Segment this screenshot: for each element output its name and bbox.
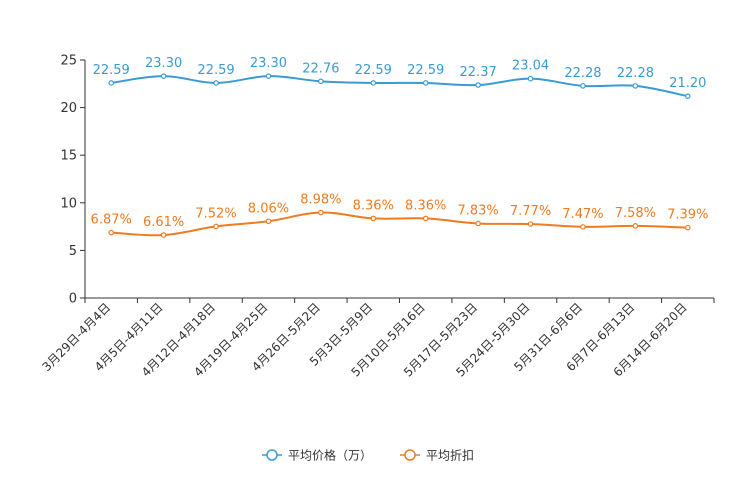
data-point[interactable] xyxy=(318,78,324,85)
series-line xyxy=(111,211,688,237)
y-tick-label: 15 xyxy=(60,149,77,164)
data-label: 8.36% xyxy=(405,198,446,213)
data-label: 7.47% xyxy=(562,207,603,222)
data-label: 7.83% xyxy=(457,203,498,218)
series-1: 22.59 23.30 22.59 23.30 22.76 22.59 22.59 22.37… xyxy=(93,56,706,99)
data-point[interactable] xyxy=(580,83,586,89)
data-point[interactable] xyxy=(684,224,691,231)
data-point[interactable] xyxy=(265,218,272,225)
data-label: 22.28 xyxy=(564,66,601,81)
y-tick-label: 5 xyxy=(69,244,77,259)
data-point[interactable] xyxy=(108,229,115,236)
data-point[interactable] xyxy=(318,209,324,216)
data-point[interactable] xyxy=(422,215,429,222)
series-group: 22.59 23.30 22.59 23.30 22.76 22.59 22.59 22.37… xyxy=(91,56,708,238)
data-point[interactable] xyxy=(370,215,377,222)
data-point[interactable] xyxy=(213,223,219,230)
data-point[interactable] xyxy=(475,220,481,227)
data-point[interactable] xyxy=(265,73,272,79)
data-point[interactable] xyxy=(160,73,167,79)
y-tick-label: 25 xyxy=(60,54,77,69)
legend-label: 平均价格（万） xyxy=(288,448,372,463)
data-label: 7.77% xyxy=(510,204,551,219)
data-label: 22.59 xyxy=(197,63,234,78)
series-2: 6.87% 6.61% 7.52% 8.06% 8.98% 8.36% 8.36% 7.83%… xyxy=(91,193,708,238)
data-label: 22.59 xyxy=(407,63,444,78)
data-label: 6.87% xyxy=(91,213,132,228)
axes: 05101520253月29日-4月4日4月5日-4月11日4月12日-4月18… xyxy=(39,54,715,380)
data-point[interactable] xyxy=(422,80,429,86)
data-label: 22.59 xyxy=(355,63,392,78)
data-point[interactable] xyxy=(580,224,586,230)
legend-item-1[interactable]: 平均价格（万） xyxy=(262,448,372,463)
data-label: 8.06% xyxy=(248,201,289,216)
data-point[interactable] xyxy=(160,232,167,238)
legend-marker xyxy=(266,449,278,461)
data-label: 22.59 xyxy=(93,63,130,78)
y-tick-label: 0 xyxy=(69,292,77,307)
data-label: 7.52% xyxy=(195,206,236,221)
data-label: 22.28 xyxy=(617,66,654,81)
data-point[interactable] xyxy=(527,221,534,227)
data-point[interactable] xyxy=(370,80,377,86)
series-line xyxy=(111,75,688,98)
data-label: 22.37 xyxy=(460,65,497,80)
data-label: 23.30 xyxy=(250,56,287,71)
data-label: 6.61% xyxy=(143,215,184,230)
data-label: 7.58% xyxy=(615,206,656,221)
y-tick-label: 10 xyxy=(60,196,77,211)
data-label: 23.04 xyxy=(512,59,549,74)
data-label: 8.98% xyxy=(300,193,341,208)
legend-label: 平均折扣 xyxy=(426,448,474,463)
data-label: 22.76 xyxy=(302,61,339,76)
data-point[interactable] xyxy=(684,93,691,99)
legend: 平均价格（万） 平均折扣 xyxy=(262,448,474,463)
data-point[interactable] xyxy=(475,82,481,88)
data-point[interactable] xyxy=(213,80,219,86)
legend-item-2[interactable]: 平均折扣 xyxy=(400,448,474,463)
legend-marker xyxy=(404,449,416,461)
data-label: 7.39% xyxy=(667,208,708,223)
data-point[interactable] xyxy=(527,75,534,82)
data-point[interactable] xyxy=(632,83,639,89)
y-tick-label: 20 xyxy=(60,101,77,116)
data-label: 21.20 xyxy=(669,76,706,91)
data-label: 8.36% xyxy=(353,198,394,213)
data-point[interactable] xyxy=(108,80,115,86)
data-point[interactable] xyxy=(632,223,639,229)
data-label: 23.30 xyxy=(145,56,182,71)
